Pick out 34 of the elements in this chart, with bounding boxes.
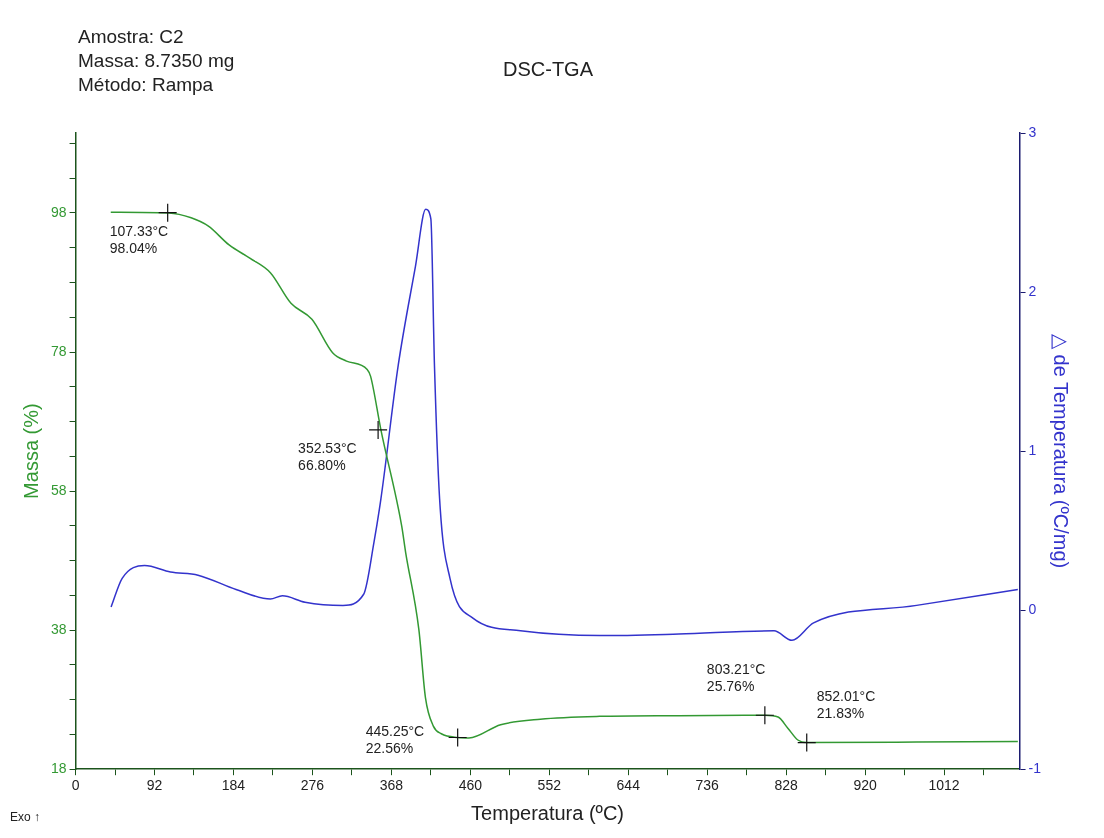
- x-tick-label: 1012: [928, 777, 960, 794]
- y-tick-label: 18: [50, 760, 67, 777]
- chart-subtitle: Amostra: C2 Massa: 8.7350 mg Método: Rampa: [78, 25, 235, 95]
- y-axis-title: Massa (%): [19, 403, 42, 499]
- text: Exo ↑: [10, 810, 41, 825]
- x-tick-label: 0: [71, 777, 80, 794]
- x-axis-title: Temperatura (ºC): [471, 801, 625, 824]
- annotation: 803.21°C 25.76%: [706, 661, 766, 695]
- y2-tick-label: 2: [1028, 282, 1037, 299]
- annotation: 352.53°C 66.80%: [298, 439, 357, 473]
- x-tick-label: 184: [221, 777, 246, 794]
- annotation: 445.25°C 22.56%: [365, 723, 425, 757]
- x-tick-label: 92: [146, 777, 163, 794]
- annotation: 107.33°C 98.04%: [109, 222, 169, 256]
- y-tick-label: 58: [50, 481, 67, 498]
- x-tick-label: 552: [537, 777, 562, 794]
- x-tick-label: 920: [853, 777, 877, 794]
- x-tick-label: 276: [300, 777, 325, 794]
- x-tick-label: 460: [458, 777, 483, 794]
- y-tick-label: 78: [50, 342, 67, 359]
- x-tick-label: 368: [379, 777, 404, 794]
- line-series: [110, 208, 1019, 642]
- y2-tick-label: 1: [1028, 441, 1037, 458]
- y2-tick-label: 3: [1028, 123, 1037, 140]
- x-tick-label: 828: [774, 777, 799, 794]
- x-tick-label: 736: [695, 777, 720, 794]
- y-tick-label: 38: [50, 621, 67, 637]
- y-tick-label: 98: [50, 203, 67, 220]
- y2-tick-label: 0: [1028, 601, 1037, 618]
- x-tick-label: 644: [616, 777, 641, 794]
- annotation: 852.01°C 21.83%: [816, 688, 876, 722]
- y2-tick-label: -1: [1028, 760, 1042, 777]
- y2-axis-title: △ de Temperatura (ºC/mg): [1050, 333, 1073, 569]
- chart-title: DSC-TGA: [503, 57, 594, 80]
